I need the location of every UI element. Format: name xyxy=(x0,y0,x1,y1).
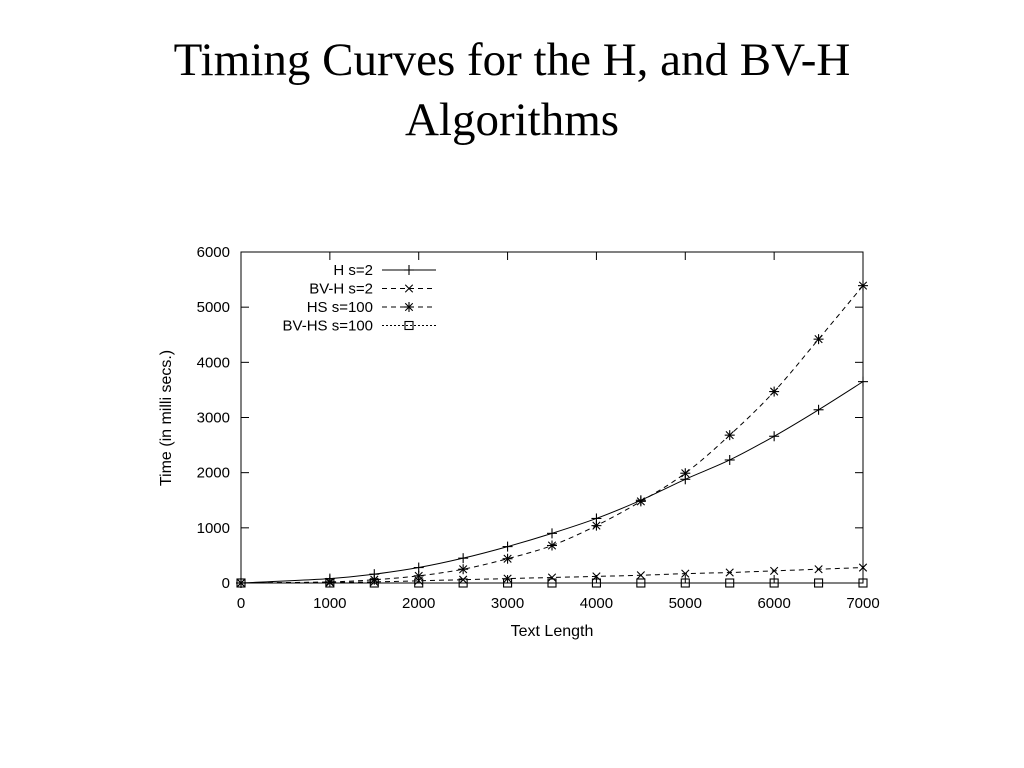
point-hs-s-100-3000 xyxy=(502,553,513,564)
series-hs-s-100 xyxy=(236,280,868,588)
x-tick-label-3000: 3000 xyxy=(491,595,524,612)
point-hs-s-100-6000 xyxy=(769,386,780,397)
x-tick-label-2000: 2000 xyxy=(402,595,435,612)
y-axis-label: Time (in milli secs.) xyxy=(158,350,175,486)
x-tick-label-7000: 7000 xyxy=(846,595,879,612)
series-line-h-s-2 xyxy=(240,381,864,584)
point-hs-s-100-6500 xyxy=(813,334,824,345)
point-hs-s-100-7000 xyxy=(858,280,868,291)
point-h-s-2-6000 xyxy=(769,431,780,442)
point-bv-hs-s-100-5500 xyxy=(725,578,735,588)
point-bv-h-s-2-5500 xyxy=(725,568,734,577)
series-bv-hs-s-100 xyxy=(236,578,868,588)
point-bv-hs-s-100-0 xyxy=(236,578,246,588)
point-h-s-2-3000 xyxy=(502,541,513,552)
legend-label-h-s-2: H s=2 xyxy=(333,262,373,279)
x-tick-label-1000: 1000 xyxy=(313,595,346,612)
point-bv-hs-s-100-3500 xyxy=(547,578,557,588)
point-h-s-2-3500 xyxy=(547,528,557,539)
point-bv-h-s-2-2500 xyxy=(459,575,468,584)
series-line-bv-h-s-2 xyxy=(240,567,864,584)
point-h-s-2-6500 xyxy=(813,404,824,415)
legend-marker-bv-hs-s-100 xyxy=(404,320,414,331)
point-bv-hs-s-100-6000 xyxy=(769,578,779,588)
point-bv-h-s-2-6500 xyxy=(814,565,823,574)
point-bv-h-s-2-7000 xyxy=(858,563,868,572)
x-tick-label-6000: 6000 xyxy=(757,595,790,612)
point-bv-hs-s-100-1000 xyxy=(325,578,335,588)
point-bv-h-s-2-6000 xyxy=(770,566,779,576)
slide-title: Timing Curves for the H, and BV-H Algori… xyxy=(40,30,984,150)
point-bv-hs-s-100-2000 xyxy=(414,578,424,588)
legend: H s=2 BV-H s=2HS s=100 BV-HS s=100 xyxy=(283,262,436,335)
point-bv-hs-s-100-5000 xyxy=(680,578,690,588)
y-tick-label-6000: 6000 xyxy=(197,244,230,261)
y-tick-label-5000: 5000 xyxy=(197,299,230,316)
point-hs-s-100-5000 xyxy=(680,468,691,479)
legend-marker-hs-s-100 xyxy=(404,302,414,312)
point-h-s-2-7000 xyxy=(858,376,868,387)
legend-label-bv-hs-s-100: BV-HS s=100 xyxy=(283,318,373,335)
point-hs-s-100-4000 xyxy=(591,520,602,531)
point-bv-h-s-2-4500 xyxy=(636,571,645,580)
x-tick-label-4000: 4000 xyxy=(580,595,613,612)
y-tick-label-0: 0 xyxy=(222,575,230,592)
point-hs-s-100-2000 xyxy=(413,570,424,581)
slide-title-line-2: Algorithms xyxy=(404,94,620,146)
point-bv-hs-s-100-4000 xyxy=(591,578,601,588)
legend-label-bv-h-s-2: BV-H s=2 xyxy=(309,281,373,298)
point-bv-hs-s-100-6500 xyxy=(814,578,824,588)
legend-label-hs-s-100: HS s=100 xyxy=(307,299,373,316)
y-tick-label-3000: 3000 xyxy=(197,410,230,427)
point-hs-s-100-5500 xyxy=(724,430,735,441)
point-bv-hs-s-100-2500 xyxy=(458,578,468,588)
point-bv-hs-s-100-4500 xyxy=(636,578,646,588)
y-tick-label-4000: 4000 xyxy=(197,354,230,371)
series-h-s-2 xyxy=(236,376,868,588)
slide-title-line-1: Timing Curves for the H, and BV-H xyxy=(173,34,851,86)
point-bv-h-s-2-5000 xyxy=(681,569,690,578)
y-tick-label-1000: 1000 xyxy=(197,520,230,537)
legend-marker-h-s-2 xyxy=(404,265,414,275)
legend-item-bv-hs-s-100: BV-HS s=100 xyxy=(283,318,436,335)
legend-item-bv-h-s-2: BV-H s=2 xyxy=(309,281,436,298)
point-h-s-2-2500 xyxy=(458,553,469,564)
legend-item-h-s-2: H s=2 xyxy=(333,262,436,279)
point-bv-hs-s-100-3000 xyxy=(503,578,513,588)
x-tick-label-0: 0 xyxy=(237,595,245,612)
y-tick-label-2000: 2000 xyxy=(197,465,230,482)
legend-marker-bv-h-s-2 xyxy=(404,284,414,293)
point-hs-s-100-4500 xyxy=(635,496,646,507)
legend-item-hs-s-100: HS s=100 xyxy=(307,299,436,316)
x-axis-label: Text Length xyxy=(511,623,594,640)
point-h-s-2-5500 xyxy=(724,454,735,465)
point-bv-hs-s-100-1500 xyxy=(369,578,379,588)
point-hs-s-100-3500 xyxy=(547,540,557,551)
point-hs-s-100-2500 xyxy=(458,564,469,575)
x-tick-label-5000: 5000 xyxy=(669,595,702,612)
point-bv-h-s-2-3500 xyxy=(547,573,557,582)
point-bv-hs-s-100-7000 xyxy=(858,578,868,588)
